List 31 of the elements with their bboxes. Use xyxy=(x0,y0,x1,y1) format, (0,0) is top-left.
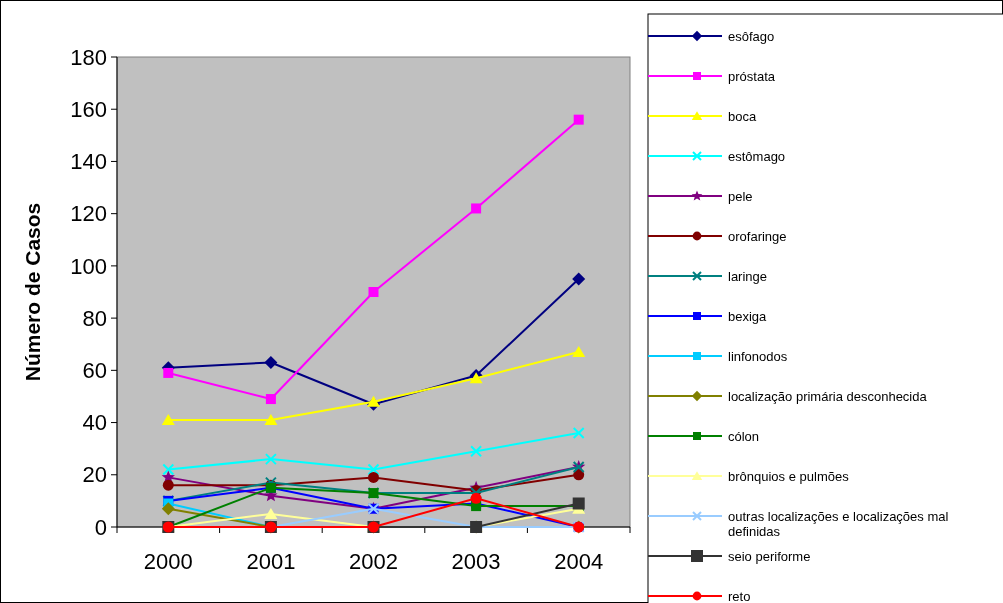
legend-label: estômago xyxy=(728,148,786,164)
y-tick-label: 40 xyxy=(82,410,107,436)
x-tick-label: 2002 xyxy=(349,549,398,574)
legend-label: brônquios e pulmões xyxy=(728,468,850,484)
y-tick-label: 160 xyxy=(70,96,107,122)
legend-label: seio periforme xyxy=(728,548,811,564)
legend-label: próstata xyxy=(728,68,776,84)
legend-label: linfonodos xyxy=(728,348,788,364)
legend-label: esôfago xyxy=(728,28,775,44)
legend-label: orofaringe xyxy=(728,228,787,244)
legend-label: boca xyxy=(728,108,757,124)
y-axis-title: Número de Casos xyxy=(21,202,44,382)
x-tick-label: 2001 xyxy=(246,549,296,574)
y-tick-label: 20 xyxy=(82,462,107,488)
y-tick-label: 0 xyxy=(94,514,107,540)
legend-label: reto xyxy=(728,588,751,603)
x-tick-label: 2004 xyxy=(554,549,604,574)
y-tick-label: 100 xyxy=(70,253,107,279)
legend-label: pele xyxy=(728,188,753,204)
y-tick-label: 120 xyxy=(70,201,107,227)
x-tick-label: 2003 xyxy=(451,549,501,574)
legend-label: cólon xyxy=(728,428,760,444)
y-tick-label: 60 xyxy=(82,358,107,384)
y-tick-label: 140 xyxy=(70,149,107,175)
x-tick-label: 2000 xyxy=(143,549,193,574)
legend-label: localização primária desconhecida xyxy=(728,388,928,404)
legend-label: laringe xyxy=(728,268,768,284)
y-tick-label: 80 xyxy=(82,305,107,331)
legend-label: outras localizações e localizações mal definidas xyxy=(728,508,949,540)
legend-label: bexiga xyxy=(728,308,768,324)
y-tick-label: 180 xyxy=(70,44,107,70)
